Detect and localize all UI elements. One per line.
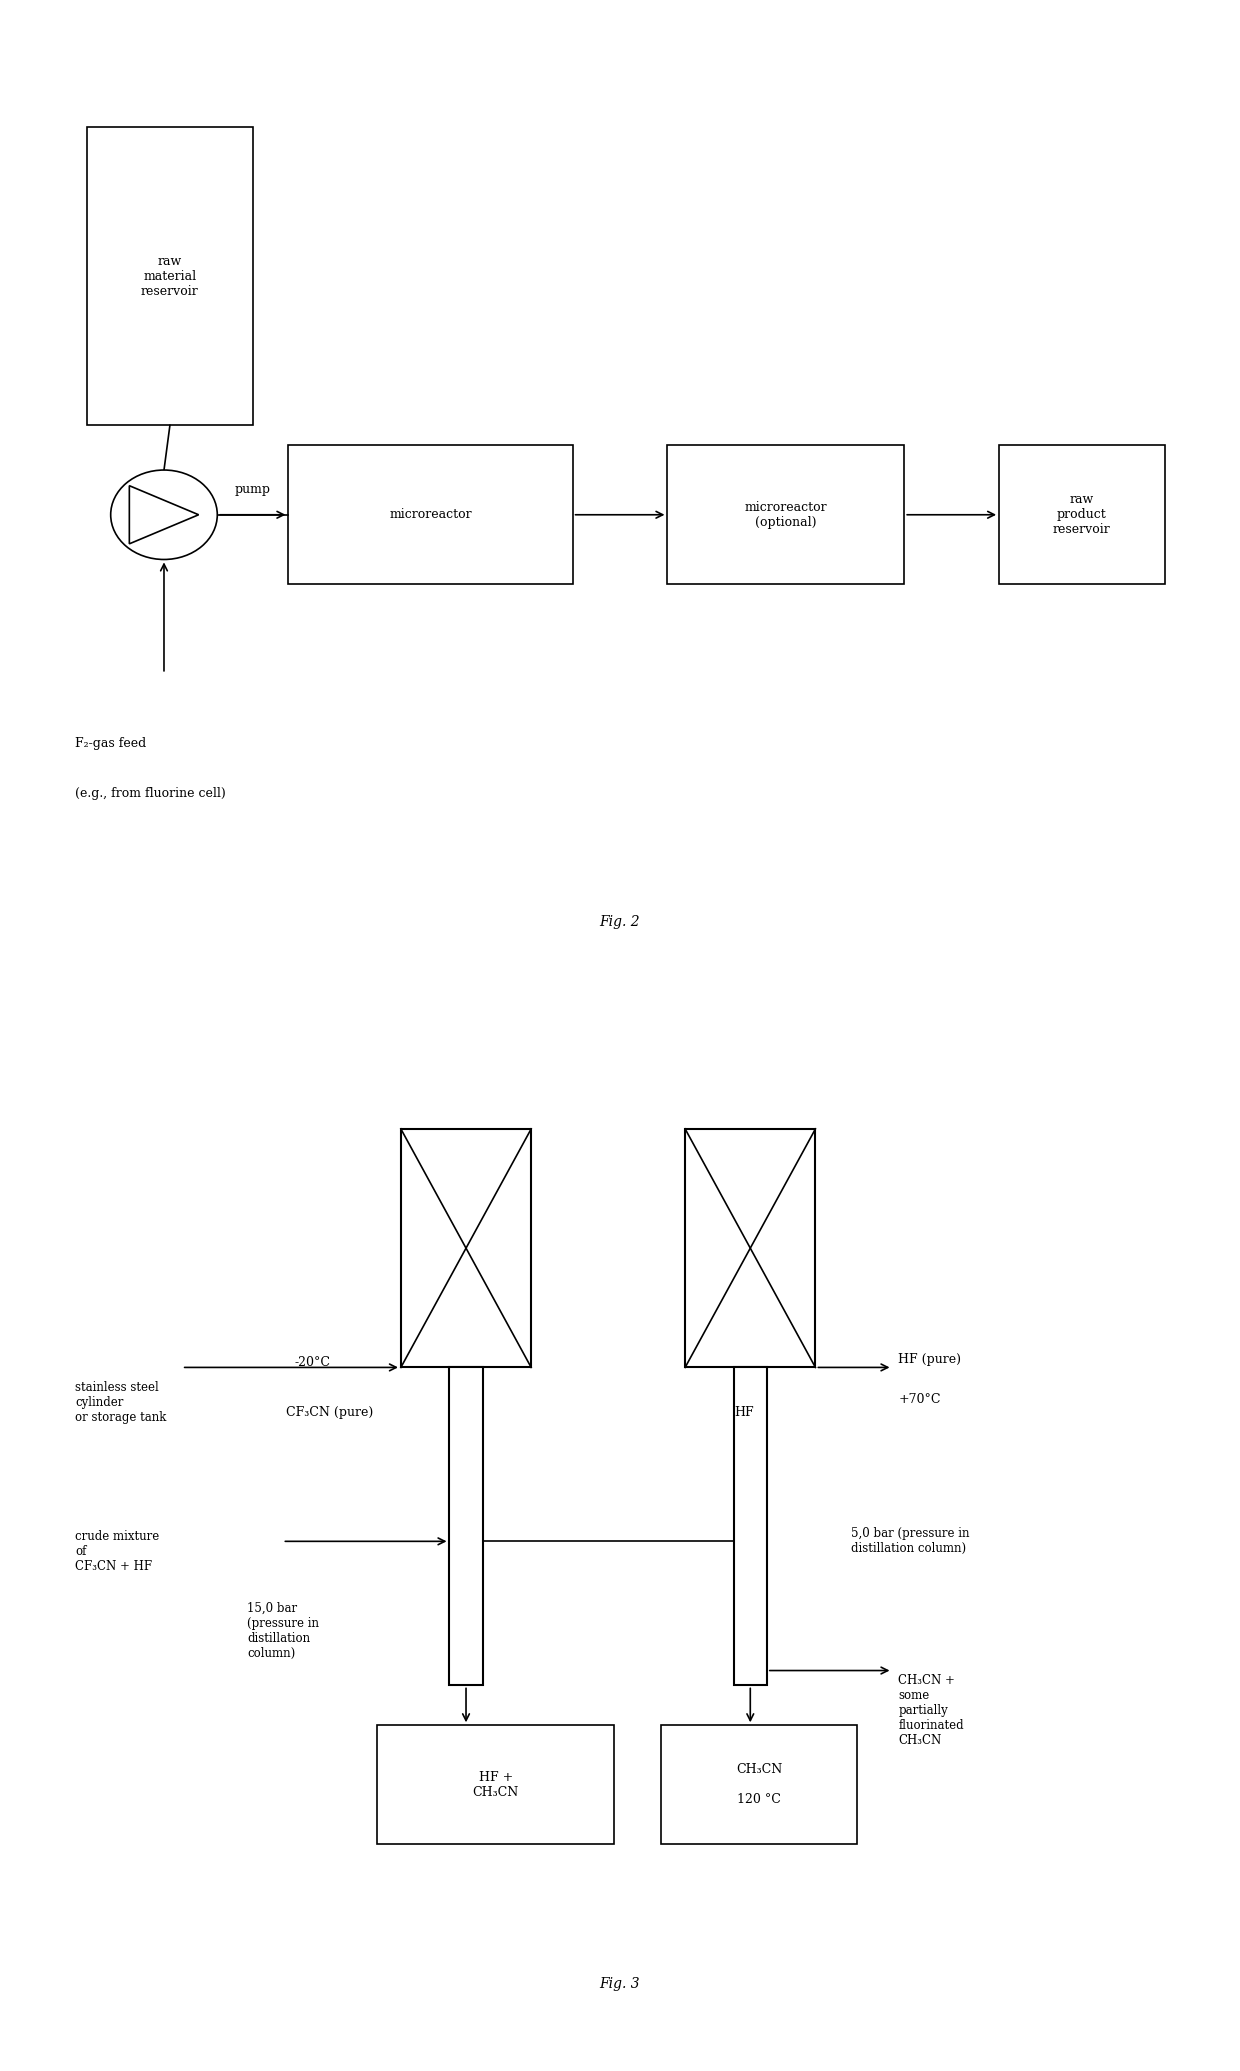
Text: pump: pump xyxy=(236,483,272,497)
Text: -20°C: -20°C xyxy=(294,1357,330,1369)
Bar xyxy=(289,445,573,584)
Text: F₂-gas feed: F₂-gas feed xyxy=(76,737,146,750)
Text: raw
material
reservoir: raw material reservoir xyxy=(141,255,198,298)
Bar xyxy=(87,126,253,425)
Text: CH₃CN

120 °C: CH₃CN 120 °C xyxy=(737,1762,782,1806)
Text: HF (pure): HF (pure) xyxy=(898,1352,961,1367)
Text: (e.g., from fluorine cell): (e.g., from fluorine cell) xyxy=(76,787,226,799)
Text: raw
product
reservoir: raw product reservoir xyxy=(1053,493,1111,536)
Bar xyxy=(449,1367,482,1686)
Text: +70°C: +70°C xyxy=(898,1392,941,1406)
Text: CH₃CN +
some
partially
fluorinated
CH₃CN: CH₃CN + some partially fluorinated CH₃CN xyxy=(898,1673,963,1746)
Bar xyxy=(734,1367,766,1686)
Text: microreactor: microreactor xyxy=(389,507,471,522)
Bar xyxy=(686,1129,816,1367)
Bar xyxy=(999,445,1164,584)
Bar xyxy=(661,1725,857,1845)
Text: microreactor
(optional): microreactor (optional) xyxy=(744,501,827,528)
Text: crude mixture
of
CF₃CN + HF: crude mixture of CF₃CN + HF xyxy=(76,1530,160,1572)
Text: Fig. 3: Fig. 3 xyxy=(600,1976,640,1990)
Text: CF₃CN (pure): CF₃CN (pure) xyxy=(286,1406,373,1419)
Text: HF +
CH₃CN: HF + CH₃CN xyxy=(472,1771,518,1800)
Bar xyxy=(377,1725,614,1845)
Polygon shape xyxy=(129,487,198,545)
Text: 15,0 bar
(pressure in
distillation
column): 15,0 bar (pressure in distillation colum… xyxy=(247,1601,319,1659)
Text: HF: HF xyxy=(734,1406,754,1419)
Bar xyxy=(667,445,904,584)
Circle shape xyxy=(110,470,217,559)
Bar xyxy=(401,1129,531,1367)
Text: 5,0 bar (pressure in
distillation column): 5,0 bar (pressure in distillation column… xyxy=(851,1526,970,1555)
Text: stainless steel
cylinder
or storage tank: stainless steel cylinder or storage tank xyxy=(76,1381,166,1423)
Text: Fig. 2: Fig. 2 xyxy=(600,915,640,930)
